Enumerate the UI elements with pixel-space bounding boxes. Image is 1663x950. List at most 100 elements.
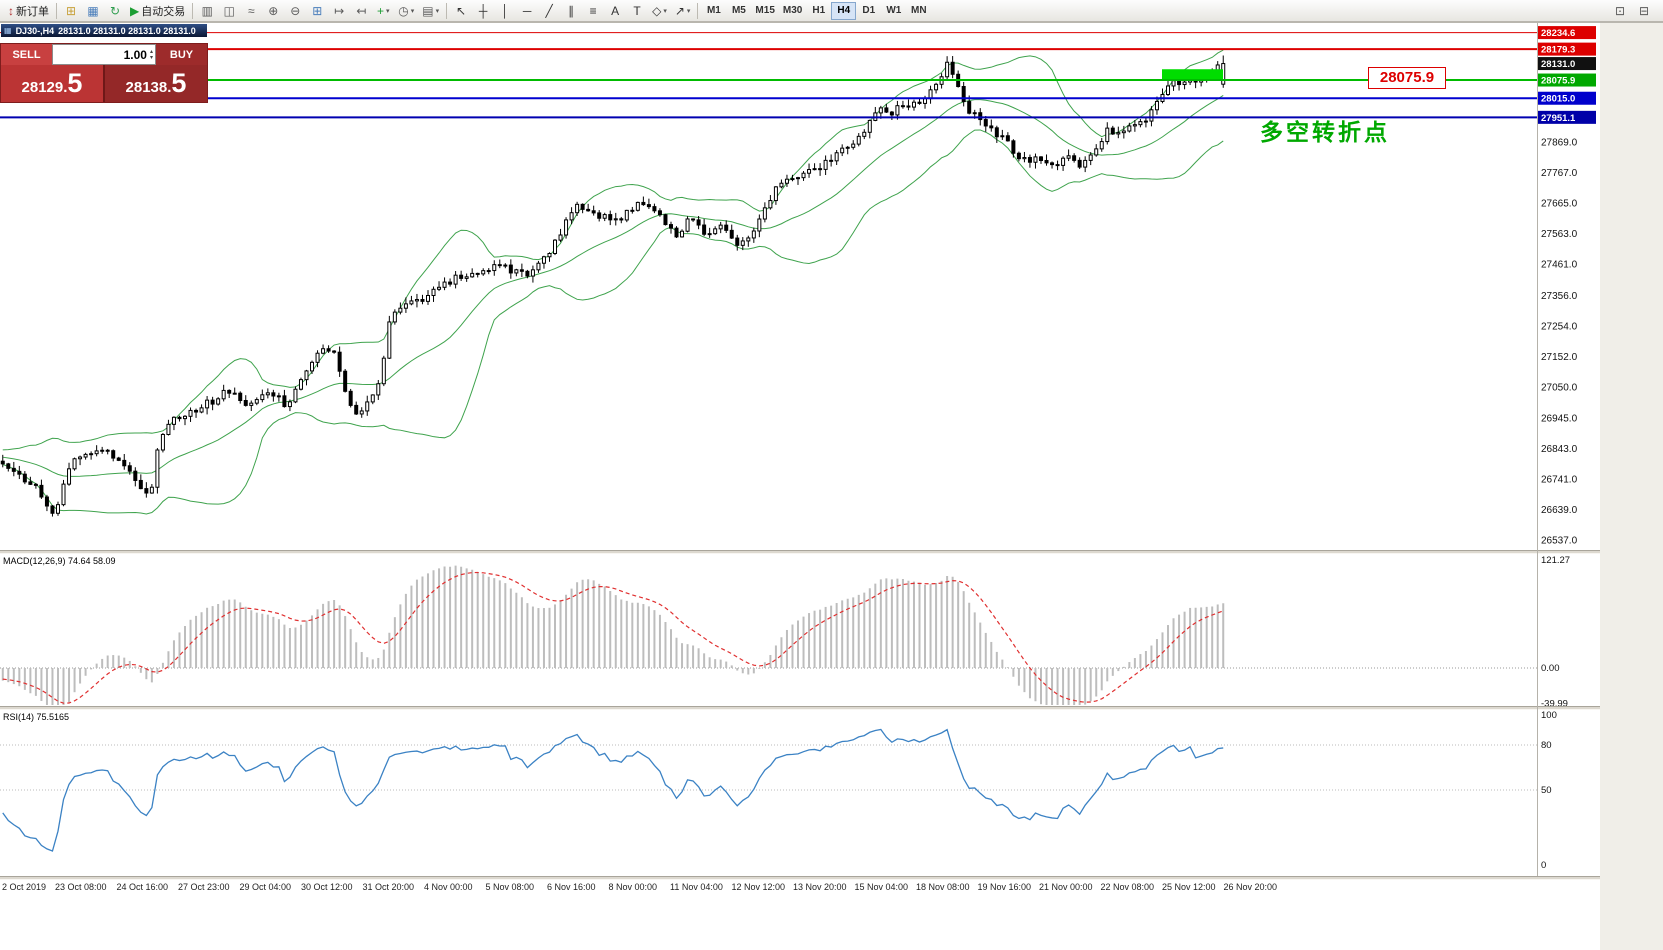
buy-button[interactable]: BUY [156, 44, 207, 65]
organize-windows-icon: ⊟ [1638, 3, 1650, 18]
chart-ohlc: 28131.0 28131.0 28131.0 28131.0 [58, 25, 196, 36]
sell-button[interactable]: SELL [1, 44, 52, 65]
zoom-in-button[interactable]: ⊕ [262, 1, 284, 21]
time-axis-label: 11 Nov 04:00 [670, 882, 723, 892]
timeframe-h1-button[interactable]: H1 [806, 2, 831, 20]
price-axis-flag [1538, 110, 1596, 124]
dock-button[interactable]: ⊡ [1609, 1, 1631, 21]
price-axis-label: 27461.0 [1541, 259, 1578, 270]
price-axis-flag-label: 28131.0 [1541, 59, 1575, 70]
time-axis-label: 27 Oct 23:00 [178, 882, 230, 892]
buy-price-prefix: 28138. [125, 79, 172, 96]
candlestick-chart-button[interactable]: ◫ [218, 1, 240, 21]
macd-label: MACD(12,26,9) 74.64 58.09 [3, 556, 116, 566]
vertical-line-icon: │ [501, 3, 509, 18]
time-axis-label: 23 Oct 08:00 [55, 882, 107, 892]
zoom-in-icon: ⊕ [268, 3, 279, 18]
profiles-button[interactable]: ▦ [82, 1, 104, 21]
volume-input[interactable] [76, 47, 147, 62]
auto-trading-label: 自动交易 [141, 5, 186, 18]
crosshair-button[interactable]: ┼ [472, 1, 494, 21]
timeframe-m1-button[interactable]: M1 [701, 2, 726, 20]
sell-price[interactable]: 28129. 5 [1, 65, 105, 102]
vertical-line-button[interactable]: │ [494, 1, 516, 21]
chart-shift-icon: ↤ [356, 3, 367, 18]
timeframe-m5-button[interactable]: M5 [726, 2, 751, 20]
highlight-rectangle[interactable] [1162, 69, 1223, 80]
time-axis-label: 25 Nov 12:00 [1162, 882, 1216, 892]
main-toolbar: ↕ 新订单 ⊞ ▦ ↻ ▶ 自动交易 ▥ ◫ ≈ ⊕ ⊖ ⊞ ↦ ↤ + ▾ ◷ ▾ ▤ ▾ ↖ ┼ │ ─ ╱ ∥ ≡ A… [0, 0, 1663, 22]
auto-scroll-button[interactable]: ↦ [328, 1, 350, 21]
price-level-flag[interactable]: 28075.9 [1368, 67, 1446, 89]
indicators-button[interactable]: + ▾ [372, 1, 394, 21]
crosshair-icon: ┼ [478, 3, 488, 18]
text-button[interactable]: A [604, 1, 626, 21]
timeframe-mn-button[interactable]: MN [906, 2, 931, 20]
panel-separator[interactable] [0, 550, 1600, 553]
cursor-button[interactable]: ↖ [450, 1, 472, 21]
timeframe-m15-button[interactable]: M15 [751, 2, 778, 20]
organize-windows-button[interactable]: ⊟ [1633, 1, 1655, 21]
new-chart-button[interactable]: ⊞ [60, 1, 82, 21]
bollinger-middle-band [2, 95, 1224, 477]
line-chart-button[interactable]: ≈ [240, 1, 262, 21]
new-order-label: 新订单 [16, 5, 49, 18]
channel-button[interactable]: ∥ [560, 1, 582, 21]
tile-windows-icon: ⊞ [312, 3, 323, 18]
time-axis-label: 29 Oct 04:00 [240, 882, 292, 892]
dock-icon: ⊡ [1614, 3, 1626, 18]
tile-windows-button[interactable]: ⊞ [306, 1, 328, 21]
cursor-icon: ↖ [456, 3, 467, 18]
refresh-button[interactable]: ↻ [104, 1, 126, 21]
label-button[interactable]: T [626, 1, 648, 21]
timeframe-w1-button[interactable]: W1 [881, 2, 906, 20]
templates-button[interactable]: ▤ ▾ [418, 1, 443, 21]
price-axis-flag [1538, 42, 1596, 56]
chevron-down-icon: ▾ [686, 7, 691, 15]
chart-icon: ▦ [4, 26, 12, 35]
fibonacci-button[interactable]: ≡ [582, 1, 604, 21]
price-axis-flag-label: 28179.3 [1541, 45, 1575, 56]
arrows-button[interactable]: ↗ ▾ [671, 1, 695, 21]
zoom-out-icon: ⊖ [290, 3, 301, 18]
time-axis-label: 13 Nov 20:00 [793, 882, 847, 892]
buy-price[interactable]: 28138. 5 [105, 65, 207, 102]
price-axis-label: 27665.0 [1541, 198, 1578, 209]
turning-point-annotation[interactable]: 多空转折点 [1260, 120, 1390, 146]
panel-separator[interactable] [0, 706, 1600, 709]
line-chart-icon: ≈ [247, 3, 255, 18]
time-axis-label: 26 Nov 20:00 [1224, 882, 1278, 892]
rsi-axis-label: 100 [1541, 710, 1557, 721]
volume-down-button[interactable]: ▾ [149, 54, 153, 61]
text-icon: A [611, 3, 620, 18]
rsi-axis-label: 50 [1541, 785, 1552, 796]
bar-chart-button[interactable]: ▥ [196, 1, 218, 21]
zoom-out-button[interactable]: ⊖ [284, 1, 306, 21]
auto-trading-button[interactable]: ▶ 自动交易 [126, 1, 189, 21]
timeframe-h4-button[interactable]: H4 [831, 1, 857, 20]
shapes-button[interactable]: ◇ ▾ [648, 1, 671, 21]
trendline-button[interactable]: ╱ [538, 1, 560, 21]
periods-button[interactable]: ◷ ▾ [394, 1, 418, 21]
chart-plot-area[interactable] [0, 22, 1537, 550]
toolbar-separator [192, 2, 194, 19]
price-axis-label: 27050.0 [1541, 382, 1578, 393]
horizontal-line-button[interactable]: ─ [516, 1, 538, 21]
volume-up-button[interactable]: ▴ [149, 48, 153, 55]
panel-separator[interactable] [0, 876, 1600, 879]
new-order-icon: ↕ [8, 3, 14, 18]
chevron-down-icon: ▾ [663, 7, 667, 15]
chart-title-bar[interactable]: ▦ DJ30-,H4 28131.0 28131.0 28131.0 28131… [1, 24, 207, 37]
price-axis-flag-label: 28015.0 [1541, 94, 1575, 105]
channel-icon: ∥ [568, 3, 575, 18]
chart-shift-button[interactable]: ↤ [350, 1, 372, 21]
toolbar-separator [697, 2, 699, 19]
volume-spinner: ▴ ▾ [150, 49, 153, 61]
price-axis-label: 27356.0 [1541, 291, 1578, 302]
time-axis-label: 6 Nov 16:00 [547, 882, 596, 892]
new-order-button[interactable]: ↕ 新订单 [4, 1, 53, 21]
timeframe-m30-button[interactable]: M30 [779, 2, 806, 20]
timeframe-d1-button[interactable]: D1 [856, 2, 881, 20]
